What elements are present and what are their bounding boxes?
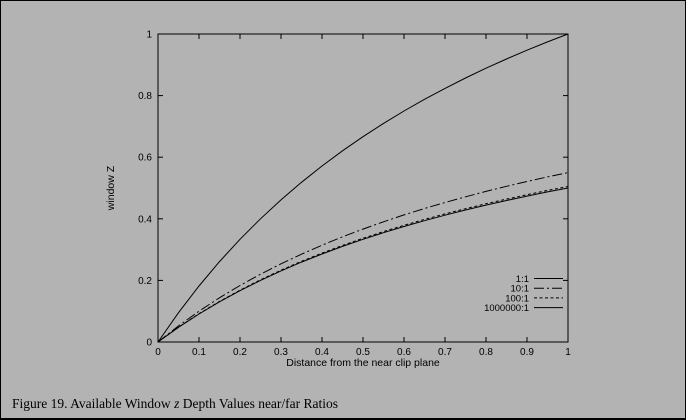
x-tick-label: 1 — [565, 347, 571, 358]
legend-label: 10:1 — [511, 284, 530, 295]
x-tick-label: 0.4 — [315, 347, 329, 358]
caption-variable-z: z — [174, 396, 180, 411]
series-line-10-1 — [157, 172, 569, 343]
caption-suffix: Depth Values near/far Ratios — [179, 396, 339, 411]
y-tick-label: 0.4 — [138, 214, 152, 225]
y-tick-label: 0.2 — [138, 276, 152, 287]
x-tick-label: 0.8 — [479, 347, 493, 358]
legend-label: 100:1 — [505, 293, 529, 304]
x-tick-label: 0.3 — [274, 347, 288, 358]
y-tick-label: 0.6 — [138, 153, 152, 164]
x-tick-label: 0.1 — [192, 347, 206, 358]
y-tick-label: 0 — [146, 338, 152, 349]
series-line-1000000-1 — [157, 187, 569, 343]
caption-prefix: Figure 19. Available Window — [12, 396, 175, 411]
series-lines — [157, 33, 569, 343]
figure-caption: Figure 19. Available Window z Depth Valu… — [12, 396, 338, 412]
x-tick-label: 0.7 — [438, 347, 452, 358]
y-tick-label: 1 — [146, 30, 152, 41]
x-tick-label: 0 — [155, 347, 161, 358]
x-tick-label: 0.6 — [397, 347, 411, 358]
x-tick-label: 0.2 — [233, 347, 247, 358]
x-tick-label: 0.5 — [356, 347, 370, 358]
axis-ticks — [157, 33, 569, 343]
series-line-100-1 — [157, 186, 569, 343]
axis-tick-labels: 0 0.1 0.2 0.3 0.4 0.5 0.6 0.7 0.8 0.9 1 0 0.2 0.4 0.6 0… — [138, 30, 571, 359]
legend-label: 1000000:1 — [484, 303, 529, 314]
depth-values-chart: 0 0.1 0.2 0.3 0.4 0.5 0.6 0.7 0.8 0.9 1 0 0.2 0.4 0.6 0… — [105, 30, 571, 370]
y-tick-label: 0.8 — [138, 91, 152, 102]
x-tick-label: 0.9 — [520, 347, 534, 358]
x-axis-label: Distance from the near clip plane — [286, 357, 440, 369]
y-axis-label: window Z — [105, 165, 117, 211]
series-line-1-1 — [157, 33, 569, 343]
legend-label: 1:1 — [516, 274, 529, 285]
